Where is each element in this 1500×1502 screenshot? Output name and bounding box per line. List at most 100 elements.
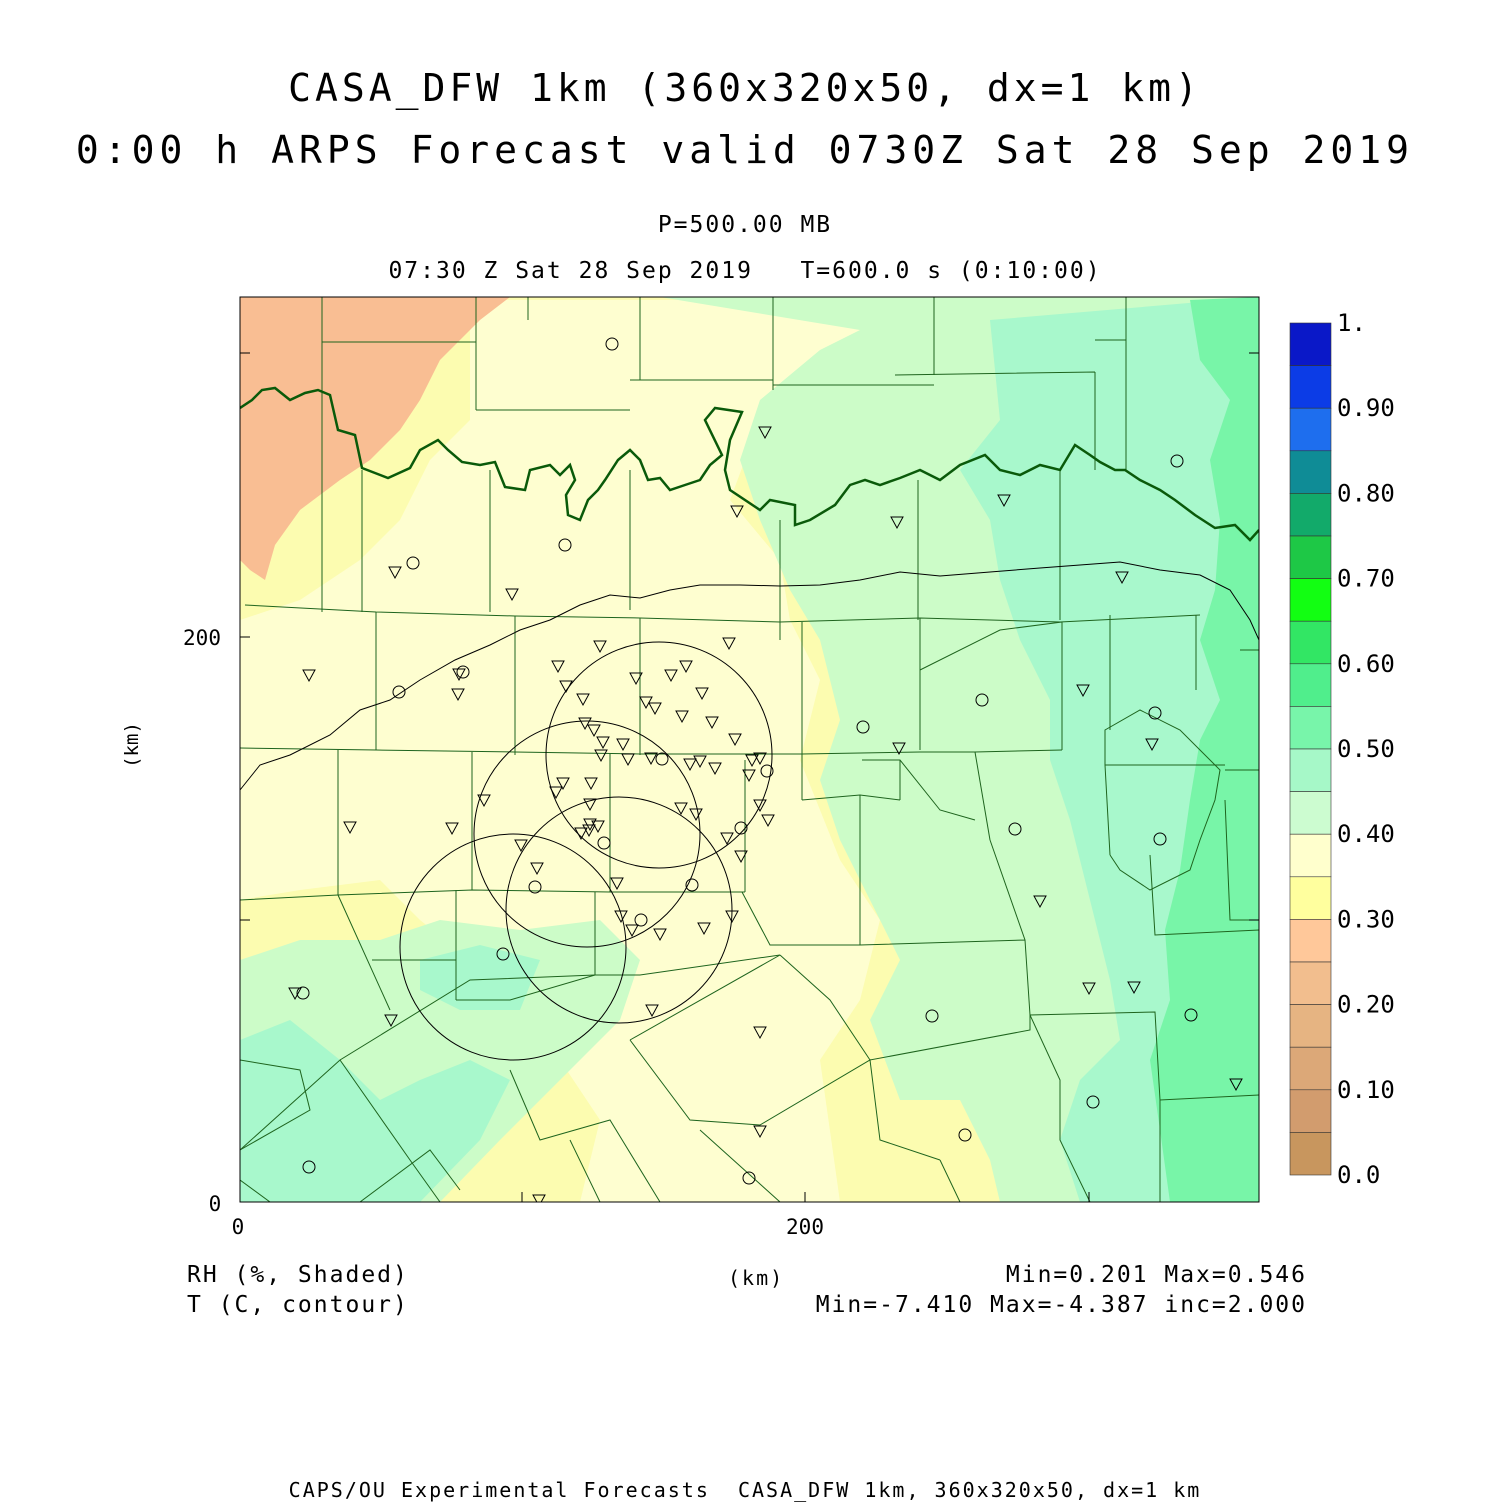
station-triangle-marker	[758, 426, 772, 440]
station-circle-marker	[655, 752, 669, 766]
colorbar-box	[1289, 1132, 1332, 1176]
station-triangle-marker	[591, 820, 605, 834]
station-triangle-marker	[451, 688, 465, 702]
station-triangle-marker	[1229, 1078, 1243, 1092]
station-triangle-marker	[1127, 981, 1141, 995]
station-triangle-marker	[596, 736, 610, 750]
map-frame	[239, 296, 1260, 1203]
station-triangle-marker	[477, 794, 491, 808]
station-triangle-marker	[728, 733, 742, 747]
station-circle-marker	[302, 1160, 316, 1174]
station-circle-marker	[1148, 706, 1162, 720]
station-triangle-marker	[892, 742, 906, 756]
station-circle-marker	[1153, 832, 1167, 846]
station-triangle-marker	[722, 637, 736, 651]
y-tick-label-0: 0	[209, 1192, 222, 1216]
station-circle-marker	[406, 556, 420, 570]
county-lines-south-2	[240, 1014, 1161, 1202]
colorbar-label: 0.90	[1337, 394, 1395, 422]
county-boundaries	[240, 297, 1259, 1202]
station-triangle-marker	[614, 910, 628, 924]
station-circle-marker	[1184, 1008, 1198, 1022]
colorbar-label: 0.40	[1337, 820, 1395, 848]
station-circle-marker	[925, 1009, 939, 1023]
station-triangle-marker	[753, 1026, 767, 1040]
station-circle-marker	[1170, 454, 1184, 468]
station-triangle-marker	[629, 672, 643, 686]
station-circle-marker	[558, 538, 572, 552]
station-triangle-marker	[725, 910, 739, 924]
station-triangle-marker	[559, 680, 573, 694]
rh-region-orange	[240, 297, 510, 580]
colorbar-label: 0.0	[1337, 1161, 1380, 1189]
colorbar-box	[1289, 365, 1332, 409]
y-tick-label-200: 200	[183, 626, 221, 650]
station-triangle-marker	[384, 1014, 398, 1028]
colorbar-label: 0.50	[1337, 735, 1395, 763]
colorbar-box	[1289, 748, 1332, 792]
station-circle-marker	[734, 821, 748, 835]
station-triangle-marker	[674, 802, 688, 816]
radar-ring-north	[545, 641, 773, 869]
colorbar-box	[1289, 663, 1332, 707]
pressure-level-label: P=500.00 MB	[657, 212, 833, 238]
colorbar-box	[1289, 322, 1332, 366]
colorbar-box	[1289, 578, 1332, 622]
station-circle-marker	[528, 880, 542, 894]
county-lines-north	[321, 297, 1127, 612]
colorbar-box	[1289, 493, 1332, 537]
station-triangle-marker	[675, 710, 689, 724]
station-circle-marker	[1008, 822, 1022, 836]
rh-shaded-field	[240, 297, 1259, 1202]
colorbar-label: 0.60	[1337, 650, 1395, 678]
station-triangle-marker	[689, 808, 703, 822]
county-lines-row4-vertical	[337, 750, 1111, 945]
county-lines-east-2	[862, 618, 1063, 821]
colorbar-label: 1.	[1337, 309, 1366, 337]
station-circle-marker	[496, 947, 510, 961]
county-line-row2-bottom	[244, 604, 1201, 623]
station-triangle-marker	[1145, 738, 1159, 752]
station-triangle-marker	[578, 717, 592, 731]
station-circle-marker	[597, 836, 611, 850]
colorbar-box	[1289, 1004, 1332, 1048]
station-triangle-marker	[695, 687, 709, 701]
station-triangle-marker	[343, 821, 357, 835]
station-circle-marker	[605, 337, 619, 351]
station-triangle-marker	[708, 762, 722, 776]
colorbar-label: 0.70	[1337, 565, 1395, 593]
station-triangle-marker	[664, 669, 678, 683]
station-triangle-marker	[705, 716, 719, 730]
temperature-contour	[240, 561, 1259, 791]
station-triangle-marker	[761, 814, 775, 828]
contour-field-label: T (C, contour)	[187, 1292, 409, 1318]
state-boundary-red-river	[240, 386, 1259, 542]
colorbar-box	[1289, 919, 1332, 963]
station-triangle-marker	[645, 1004, 659, 1018]
colorbar-label: 0.30	[1337, 905, 1395, 933]
station-triangle-marker	[753, 1125, 767, 1139]
station-triangle-marker	[720, 832, 734, 846]
station-circle-marker	[742, 1171, 756, 1185]
station-triangle-marker	[1115, 571, 1129, 585]
station-triangle-marker	[1033, 895, 1047, 909]
station-triangle-marker	[574, 827, 588, 841]
station-triangle-marker	[753, 752, 767, 766]
radar-ring-south	[505, 796, 733, 1024]
station-triangle-marker	[734, 850, 748, 864]
station-circle-marker	[760, 764, 774, 778]
colorbar-box	[1289, 535, 1332, 579]
plot-title-line2: 0:00 h ARPS Forecast valid 0730Z Sat 28 …	[75, 128, 1415, 172]
station-circle-marker	[456, 665, 470, 679]
station-triangle-marker	[648, 702, 662, 716]
station-triangle-marker	[753, 799, 767, 813]
station-triangle-marker	[621, 753, 635, 767]
colorbar-box	[1289, 833, 1332, 878]
station-circle-marker	[296, 986, 310, 1000]
x-axis-label: (km)	[728, 1266, 785, 1290]
rh-region-040-southwest	[240, 1020, 510, 1202]
rh-region-030	[240, 300, 880, 1202]
rh-min-max: Min=0.201 Max=0.546	[1005, 1262, 1307, 1288]
colorbar-box	[1289, 876, 1332, 920]
colorbar-box	[1289, 961, 1332, 1005]
